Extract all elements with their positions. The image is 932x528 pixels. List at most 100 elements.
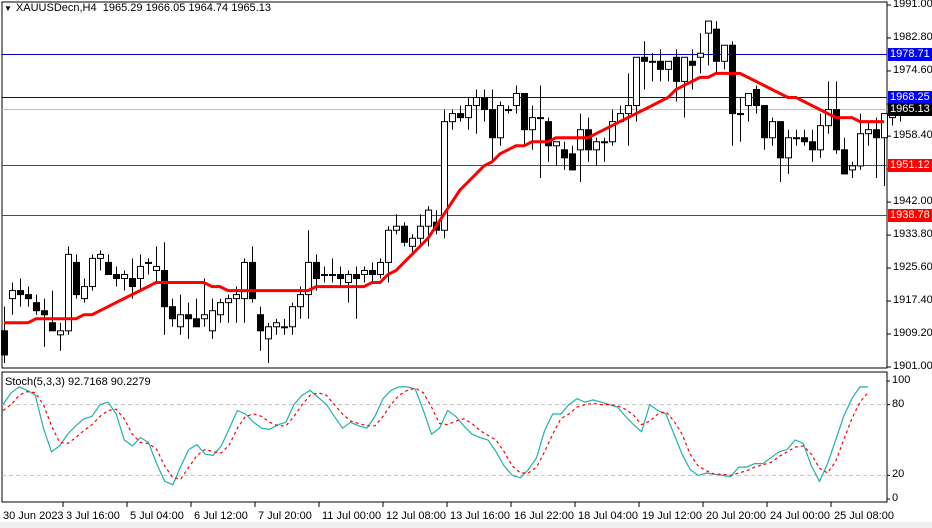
candle: [737, 113, 744, 116]
candle: [57, 330, 64, 336]
candle: [353, 273, 360, 280]
candle: [465, 105, 472, 119]
candle: [697, 52, 704, 58]
candle: [561, 149, 568, 159]
candle: [321, 273, 328, 276]
candle: [873, 129, 880, 139]
candle: [441, 121, 448, 231]
candle: [673, 56, 680, 82]
candle: [233, 294, 240, 300]
candle: [169, 306, 176, 320]
candle: [129, 278, 136, 288]
candle: [361, 269, 368, 275]
moving-average-line: [4, 71, 884, 325]
candle: [265, 326, 272, 340]
stoch-level-label: 100: [892, 374, 911, 386]
price-tick-label: 1982.80: [893, 30, 932, 43]
candle: [257, 314, 264, 332]
price-tick-label: 1901.00: [893, 360, 932, 372]
candle: [161, 269, 168, 308]
bottom-strip: [0, 522, 932, 528]
support-price-tag: 1951.12: [888, 159, 932, 173]
candle: [145, 261, 152, 264]
candle: [249, 261, 256, 300]
candle: [345, 273, 352, 284]
candle: [625, 105, 632, 115]
stoch-main-line: [2, 386, 868, 486]
resistance-price-tag: 1968.25: [888, 90, 932, 104]
candle: [201, 314, 208, 320]
candle: [841, 149, 848, 175]
candle: [337, 273, 344, 280]
collapse-triangle-icon[interactable]: ▼: [4, 4, 12, 13]
chart-title: ▼ XAUUSDecn,H4 1965.29 1966.05 1964.74 19…: [4, 2, 271, 14]
time-tick-label: 16 Jul 22:00: [514, 510, 574, 522]
candle: [425, 209, 432, 227]
time-tick-label: 3 Jul 16:00: [66, 510, 120, 522]
indicator-panel[interactable]: [1, 371, 888, 503]
candle: [769, 121, 776, 139]
candle: [313, 261, 320, 280]
ohlc-values: 1965.29 1966.05 1964.74 1965.13: [102, 2, 271, 14]
candle: [809, 141, 816, 151]
candle: [177, 314, 184, 328]
stochastic-label: Stoch(5,3,3) 92.7168 90.2279: [5, 376, 151, 388]
stoch-level-label: 80: [892, 397, 905, 410]
candle: [713, 28, 720, 62]
candle: [865, 129, 872, 135]
time-tick-label: 25 Jul 08:00: [834, 510, 894, 522]
candle: [577, 129, 584, 151]
price-tick-label: 1942.00: [893, 195, 932, 208]
candle: [785, 137, 792, 159]
candle: [881, 113, 888, 139]
resistance-price-tag: 1978.71: [888, 48, 932, 62]
candle: [489, 109, 496, 139]
stochastic-lines: [2, 386, 887, 486]
candle: [825, 109, 832, 127]
candle: [305, 261, 312, 296]
candle: [689, 60, 696, 66]
price-tick-label: 1917.40: [893, 294, 932, 307]
candle: [89, 257, 96, 288]
time-tick-label: 30 Jun 2023: [3, 510, 64, 522]
axis-ticks: [62, 4, 891, 507]
time-tick-label: 5 Jul 04:00: [130, 510, 184, 522]
candle: [481, 97, 488, 111]
candle: [521, 92, 528, 131]
candle: [121, 273, 128, 280]
time-tick-label: 12 Jul 08:00: [386, 510, 446, 522]
candle: [209, 310, 216, 332]
candle: [457, 113, 464, 119]
candle: [369, 269, 376, 275]
stoch-level-label: 20: [892, 468, 905, 481]
candle: [833, 109, 840, 151]
candle: [585, 129, 592, 151]
time-tick-label: 13 Jul 16:00: [450, 510, 510, 522]
candle: [729, 44, 736, 115]
price-tick-label: 1991.00: [893, 0, 932, 10]
price-tick-label: 1958.40: [893, 129, 932, 142]
candle: [449, 113, 456, 123]
time-tick-label: 11 Jul 00:00: [322, 510, 382, 522]
candle: [225, 298, 232, 304]
candle: [401, 225, 408, 243]
candle: [217, 302, 224, 316]
candle: [497, 105, 504, 139]
candle: [777, 121, 784, 159]
bid-price-tag: 1965.13: [888, 103, 932, 117]
time-tick-label: 18 Jul 04:00: [578, 510, 638, 522]
candle: [81, 286, 88, 300]
candle: [649, 60, 656, 63]
time-tick-label: 20 Jul 20:00: [706, 510, 766, 522]
candle: [665, 60, 672, 70]
candle: [153, 265, 160, 271]
candle: [513, 92, 520, 107]
candle: [113, 273, 120, 280]
candle: [569, 153, 576, 171]
support-price-tag: 1938.78: [888, 209, 932, 223]
candle: [473, 97, 480, 107]
candle: [137, 265, 144, 280]
candle: [505, 109, 512, 112]
candle: [657, 60, 664, 70]
